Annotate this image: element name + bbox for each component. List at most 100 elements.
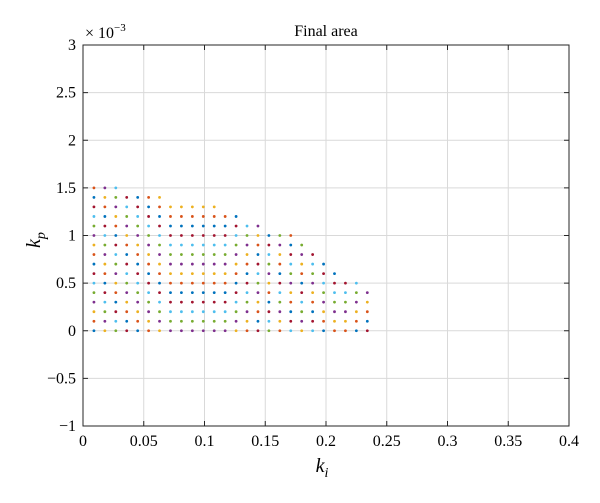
data-point — [114, 291, 118, 295]
data-point — [278, 291, 282, 295]
y-tick-label: 1 — [68, 228, 76, 245]
y-exponent-label: × 10−3 — [85, 22, 126, 42]
data-point — [190, 319, 194, 323]
data-point — [344, 300, 347, 304]
data-point — [256, 329, 260, 333]
data-point — [322, 262, 325, 266]
data-point — [311, 319, 315, 323]
data-point — [201, 281, 205, 285]
data-point — [322, 329, 325, 333]
data-point — [136, 281, 140, 285]
data-point — [333, 319, 336, 323]
y-axis-label-sub: p — [34, 232, 49, 240]
data-point — [212, 291, 216, 295]
data-point — [136, 319, 140, 323]
data-point — [125, 262, 129, 266]
data-point — [169, 205, 172, 209]
data-point — [103, 253, 107, 256]
y-tick-label: 3 — [68, 37, 76, 54]
data-point — [256, 310, 260, 314]
data-point — [234, 272, 238, 275]
data-point — [223, 224, 227, 228]
data-point — [212, 281, 216, 285]
data-point — [201, 253, 205, 256]
data-point — [212, 262, 216, 266]
y-axis-label: kp — [23, 232, 49, 248]
data-point — [278, 234, 282, 237]
data-point — [103, 319, 107, 323]
data-point — [212, 215, 216, 218]
data-point — [158, 205, 161, 209]
data-point — [245, 310, 249, 314]
data-point — [158, 215, 161, 218]
data-point — [114, 186, 118, 190]
data-point — [147, 243, 151, 247]
data-point — [190, 215, 194, 218]
data-point — [234, 234, 238, 237]
data-point — [125, 291, 129, 295]
data-point — [322, 319, 325, 323]
data-point — [344, 310, 347, 314]
data-point — [190, 281, 194, 285]
y-tick-label: 2 — [68, 132, 76, 149]
data-point — [125, 243, 129, 247]
data-point — [223, 319, 227, 323]
data-point — [125, 205, 129, 209]
data-point — [180, 291, 183, 295]
data-point — [114, 243, 118, 247]
data-point — [147, 329, 151, 333]
data-point — [169, 329, 172, 333]
data-point — [169, 253, 172, 256]
data-point — [92, 215, 96, 218]
data-point — [136, 243, 140, 247]
data-point — [180, 224, 183, 228]
data-point — [201, 291, 205, 295]
data-point — [234, 310, 238, 314]
x-tick-label: 0.4 — [559, 433, 579, 450]
data-point — [190, 329, 194, 333]
grid-lines — [82, 44, 570, 427]
data-point — [223, 253, 227, 256]
data-point — [300, 300, 304, 304]
data-point — [300, 329, 304, 333]
data-point — [201, 272, 205, 275]
data-point — [190, 205, 194, 209]
data-point — [212, 205, 216, 209]
data-point — [169, 310, 172, 314]
data-point — [223, 234, 227, 237]
data-point — [289, 300, 293, 304]
data-point — [311, 310, 315, 314]
data-point — [234, 224, 238, 228]
data-point — [333, 281, 336, 285]
data-point — [92, 272, 96, 275]
data-point — [289, 329, 293, 333]
data-point — [180, 234, 183, 237]
data-point — [136, 300, 140, 304]
data-point — [125, 319, 129, 323]
data-point — [158, 329, 161, 333]
data-point — [103, 262, 107, 266]
x-tick-label: 0.05 — [130, 433, 158, 450]
data-point — [169, 272, 172, 275]
data-point — [125, 224, 129, 228]
data-point — [278, 300, 282, 304]
x-tick-label: 0.1 — [195, 433, 215, 450]
data-point — [180, 281, 183, 285]
data-point — [311, 281, 315, 285]
data-point — [147, 272, 151, 275]
data-point — [289, 319, 293, 323]
data-point — [289, 243, 293, 247]
data-point — [125, 215, 129, 218]
data-point — [114, 215, 118, 218]
data-point — [365, 291, 369, 295]
data-point — [212, 300, 216, 304]
data-point — [212, 272, 216, 275]
data-point — [256, 262, 260, 266]
x-tick-label: 0.3 — [438, 433, 458, 450]
data-point — [365, 319, 369, 323]
y-tick-label: 2.5 — [56, 85, 76, 102]
data-point — [278, 319, 282, 323]
data-point — [103, 272, 107, 275]
data-point — [103, 215, 107, 218]
data-point — [256, 319, 260, 323]
